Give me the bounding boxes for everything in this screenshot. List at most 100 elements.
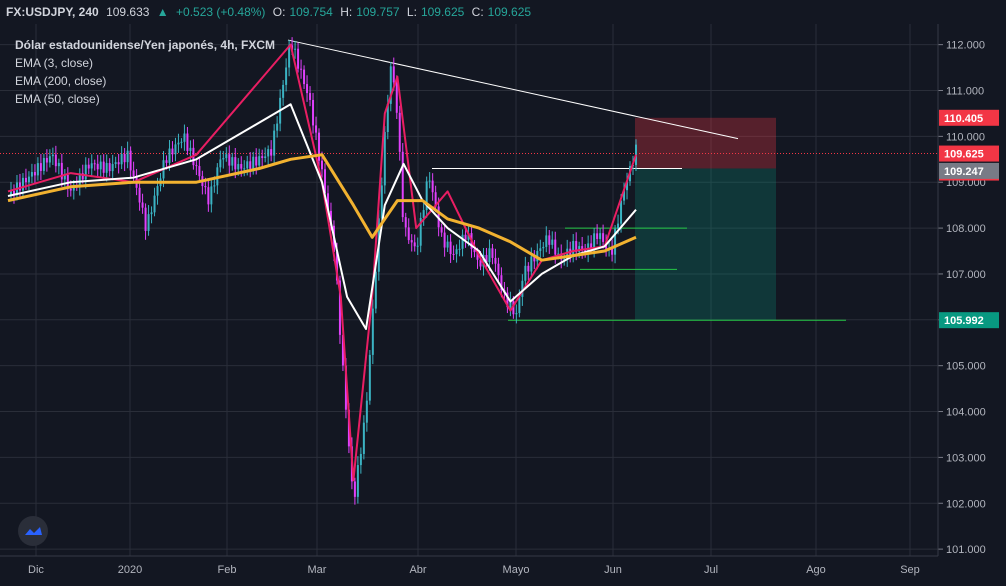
y-tick-label: 103.000 [946, 452, 986, 464]
candle-body [186, 133, 189, 151]
candle-body [545, 235, 548, 247]
indicator-ema-200[interactable]: EMA (200, close) [15, 74, 107, 88]
candle-body [69, 188, 72, 191]
price-tag-label: 109.625 [944, 149, 984, 161]
y-tick-label: 104.000 [946, 407, 986, 419]
candle-body [81, 173, 84, 180]
candle-body [18, 182, 21, 191]
candle-body [452, 253, 455, 255]
candle-body [141, 202, 144, 208]
candle-body [78, 173, 81, 187]
candle-body [476, 252, 479, 260]
take-profit-zone [635, 168, 776, 321]
candle-body [491, 248, 494, 258]
candle-body [210, 186, 213, 205]
candle-body [189, 147, 192, 151]
candle-body [416, 245, 419, 247]
chart-title: Dólar estadounidense/Yen japonés, 4h, FX… [15, 38, 276, 52]
candle-body [111, 164, 114, 172]
chart-legend: Dólar estadounidense/Yen japonés, 4h, FX… [15, 36, 275, 108]
candle-body [243, 168, 246, 170]
candle-body [165, 160, 168, 163]
candle-body [413, 242, 416, 247]
candle-body [276, 123, 279, 131]
candle-body [518, 296, 521, 314]
candle-body [174, 144, 177, 155]
candle-body [404, 217, 407, 228]
candle-body [207, 187, 210, 205]
candle-body [294, 48, 297, 50]
y-tick-label: 111.000 [946, 86, 984, 98]
candle-body [147, 214, 150, 231]
candle-body [431, 180, 434, 193]
candle-body [96, 163, 99, 170]
low-label: L: [406, 5, 417, 19]
candle-body [270, 149, 273, 156]
close-label: C: [471, 5, 484, 19]
x-tick-label: Jul [704, 564, 718, 576]
x-tick-label: Mayo [503, 564, 530, 576]
candle-body [449, 241, 452, 254]
candle-body [183, 133, 186, 142]
candle-body [365, 400, 368, 423]
candle-body [300, 68, 303, 70]
price-change: +0.523 (+0.48%) [176, 5, 266, 19]
candle-body [312, 99, 315, 126]
price-tag-label: 105.992 [944, 315, 984, 327]
candle-body [374, 271, 377, 309]
candle-body [267, 149, 270, 157]
symbol-label[interactable]: FX:USDJPY, 240 [6, 5, 99, 19]
candle-body [249, 161, 252, 169]
candle-body [129, 150, 132, 171]
candle-body [63, 175, 66, 180]
candle-body [198, 166, 201, 177]
high-value: 109.757 [356, 5, 400, 19]
candle-body [171, 148, 174, 155]
candle-body [506, 292, 509, 308]
candle-body [117, 162, 120, 165]
x-tick-label: Ago [806, 564, 826, 576]
candle-body [383, 132, 386, 186]
indicator-ema-3[interactable]: EMA (3, close) [15, 56, 94, 70]
candle-body [108, 163, 111, 172]
candle-body [533, 256, 536, 262]
candle-body [527, 265, 530, 272]
candle-body [57, 162, 60, 167]
candle-body [611, 248, 614, 255]
candle-body [410, 240, 413, 243]
candle-body [213, 185, 216, 187]
last-price: 109.633 [106, 5, 150, 19]
candle-body [9, 190, 12, 196]
candle-body [246, 161, 249, 169]
candle-body [575, 241, 578, 252]
indicator-ema-50[interactable]: EMA (50, close) [15, 92, 100, 106]
candle-body [42, 157, 45, 171]
candle-body [359, 453, 362, 466]
candle-body [434, 192, 437, 207]
y-tick-label: 102.000 [946, 498, 986, 510]
candle-body [389, 66, 392, 104]
candle-body [84, 164, 87, 180]
candle-body [153, 195, 156, 213]
candle-body [617, 223, 620, 229]
x-tick-label: Jun [604, 564, 622, 576]
candle-body [443, 232, 446, 248]
candle-body [204, 186, 207, 188]
candle-body [401, 151, 404, 218]
candle-body [578, 246, 581, 252]
y-tick-label: 108.000 [946, 223, 986, 235]
tradingview-logo-icon[interactable] [18, 516, 48, 546]
candle-body [446, 241, 449, 248]
candle-body [12, 190, 15, 195]
price-tag-label: 109.247 [944, 166, 984, 178]
candle-body [264, 156, 267, 159]
candle-body [524, 265, 527, 281]
candle-body [515, 313, 518, 315]
candle-body [168, 148, 171, 163]
symbol-header: FX:USDJPY, 240 109.633 ▲ +0.523 (+0.48%)… [0, 0, 1006, 24]
candle-body [614, 228, 617, 255]
candle-body [60, 162, 63, 180]
candle-body [318, 132, 321, 161]
candle-body [222, 158, 225, 160]
